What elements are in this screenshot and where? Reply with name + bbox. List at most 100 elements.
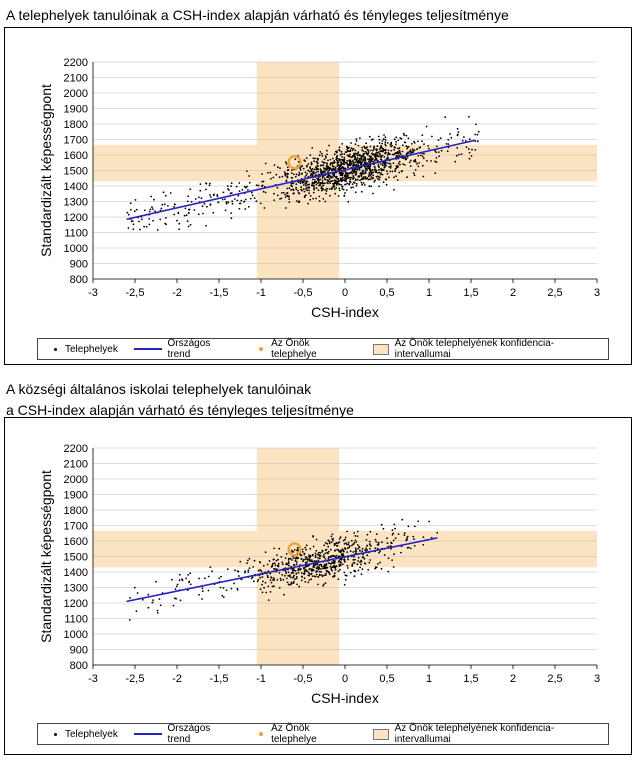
data-point <box>405 157 408 160</box>
data-point <box>380 163 382 165</box>
data-point <box>226 185 229 188</box>
data-point <box>405 145 408 148</box>
data-point <box>273 192 275 195</box>
data-point <box>395 175 397 178</box>
data-point <box>409 547 412 550</box>
data-point <box>326 179 328 181</box>
data-point <box>377 155 380 158</box>
data-point <box>369 161 372 164</box>
data-point <box>356 530 359 533</box>
data-point <box>267 576 269 579</box>
x-tick-label: 1,5 <box>463 287 478 299</box>
legend-points-label: Telephelyek <box>65 728 118 740</box>
y-tick-label: 2200 <box>64 57 88 69</box>
data-point <box>449 133 451 135</box>
data-point <box>380 567 383 570</box>
data-point <box>372 149 374 152</box>
data-point <box>368 160 370 163</box>
data-point <box>209 194 211 196</box>
data-point <box>318 154 321 157</box>
own-site-marker-icon <box>259 732 264 736</box>
data-point <box>370 185 372 188</box>
data-point <box>306 165 308 168</box>
data-point <box>348 544 351 547</box>
x-tick-label: 1 <box>426 673 432 685</box>
data-point <box>294 560 297 562</box>
data-point <box>228 189 230 191</box>
data-point <box>312 191 315 194</box>
data-point <box>412 151 415 153</box>
data-point <box>375 148 377 150</box>
data-point <box>220 575 222 578</box>
data-point <box>359 561 361 564</box>
data-point <box>315 171 318 174</box>
trend-line <box>126 537 438 603</box>
data-point <box>361 146 364 149</box>
data-point <box>132 228 135 231</box>
data-point <box>288 564 290 567</box>
y-tick-label: 900 <box>70 259 88 271</box>
data-point <box>171 578 173 581</box>
data-point <box>275 559 278 562</box>
data-point <box>216 195 219 198</box>
data-point <box>303 572 305 575</box>
data-point <box>284 174 287 177</box>
data-point <box>456 134 459 137</box>
data-point <box>338 565 341 567</box>
data-point <box>348 180 351 183</box>
data-point <box>345 175 348 177</box>
data-point <box>134 199 137 201</box>
data-point <box>381 164 384 167</box>
data-point <box>373 148 375 151</box>
data-point <box>333 188 336 191</box>
data-point <box>156 609 159 612</box>
data-point <box>310 172 313 175</box>
data-point <box>362 170 364 173</box>
data-point <box>273 568 275 570</box>
data-point <box>320 189 323 192</box>
data-point <box>374 171 377 173</box>
data-point <box>326 542 329 545</box>
data-point <box>392 153 395 156</box>
data-point <box>332 539 334 542</box>
data-point <box>293 549 296 551</box>
data-point <box>286 192 288 194</box>
data-point <box>348 153 351 156</box>
x-tick-label: -2 <box>172 287 182 299</box>
data-point <box>330 568 333 571</box>
data-point <box>413 525 416 528</box>
data-point <box>352 186 354 189</box>
data-point <box>387 154 389 156</box>
chart2-svg: 800 900 1000 1100 1200 1300 1400 1500 1600 1700 18… <box>38 443 600 706</box>
data-point <box>334 549 336 552</box>
data-point <box>306 561 309 563</box>
data-point <box>413 538 415 540</box>
data-point <box>304 171 307 174</box>
data-point <box>363 158 365 161</box>
data-point <box>344 173 347 176</box>
x-tick-label: -3 <box>88 287 98 299</box>
data-point <box>455 154 458 157</box>
data-point <box>404 158 407 161</box>
data-point <box>315 197 317 200</box>
data-point <box>321 172 324 175</box>
data-point <box>132 223 135 226</box>
data-point <box>306 558 309 561</box>
data-point <box>211 570 214 573</box>
data-point <box>227 201 230 204</box>
data-point <box>310 569 313 572</box>
data-point <box>354 149 357 152</box>
data-point <box>425 125 428 128</box>
data-point <box>363 557 366 560</box>
data-point <box>368 172 371 175</box>
data-point <box>244 198 247 201</box>
data-point <box>193 209 196 211</box>
data-point <box>260 570 263 572</box>
data-point <box>352 551 355 553</box>
data-point <box>417 155 420 157</box>
data-point <box>351 149 354 152</box>
data-point <box>147 593 150 596</box>
data-point <box>291 559 293 561</box>
data-point <box>301 551 304 553</box>
data-point <box>298 171 301 174</box>
